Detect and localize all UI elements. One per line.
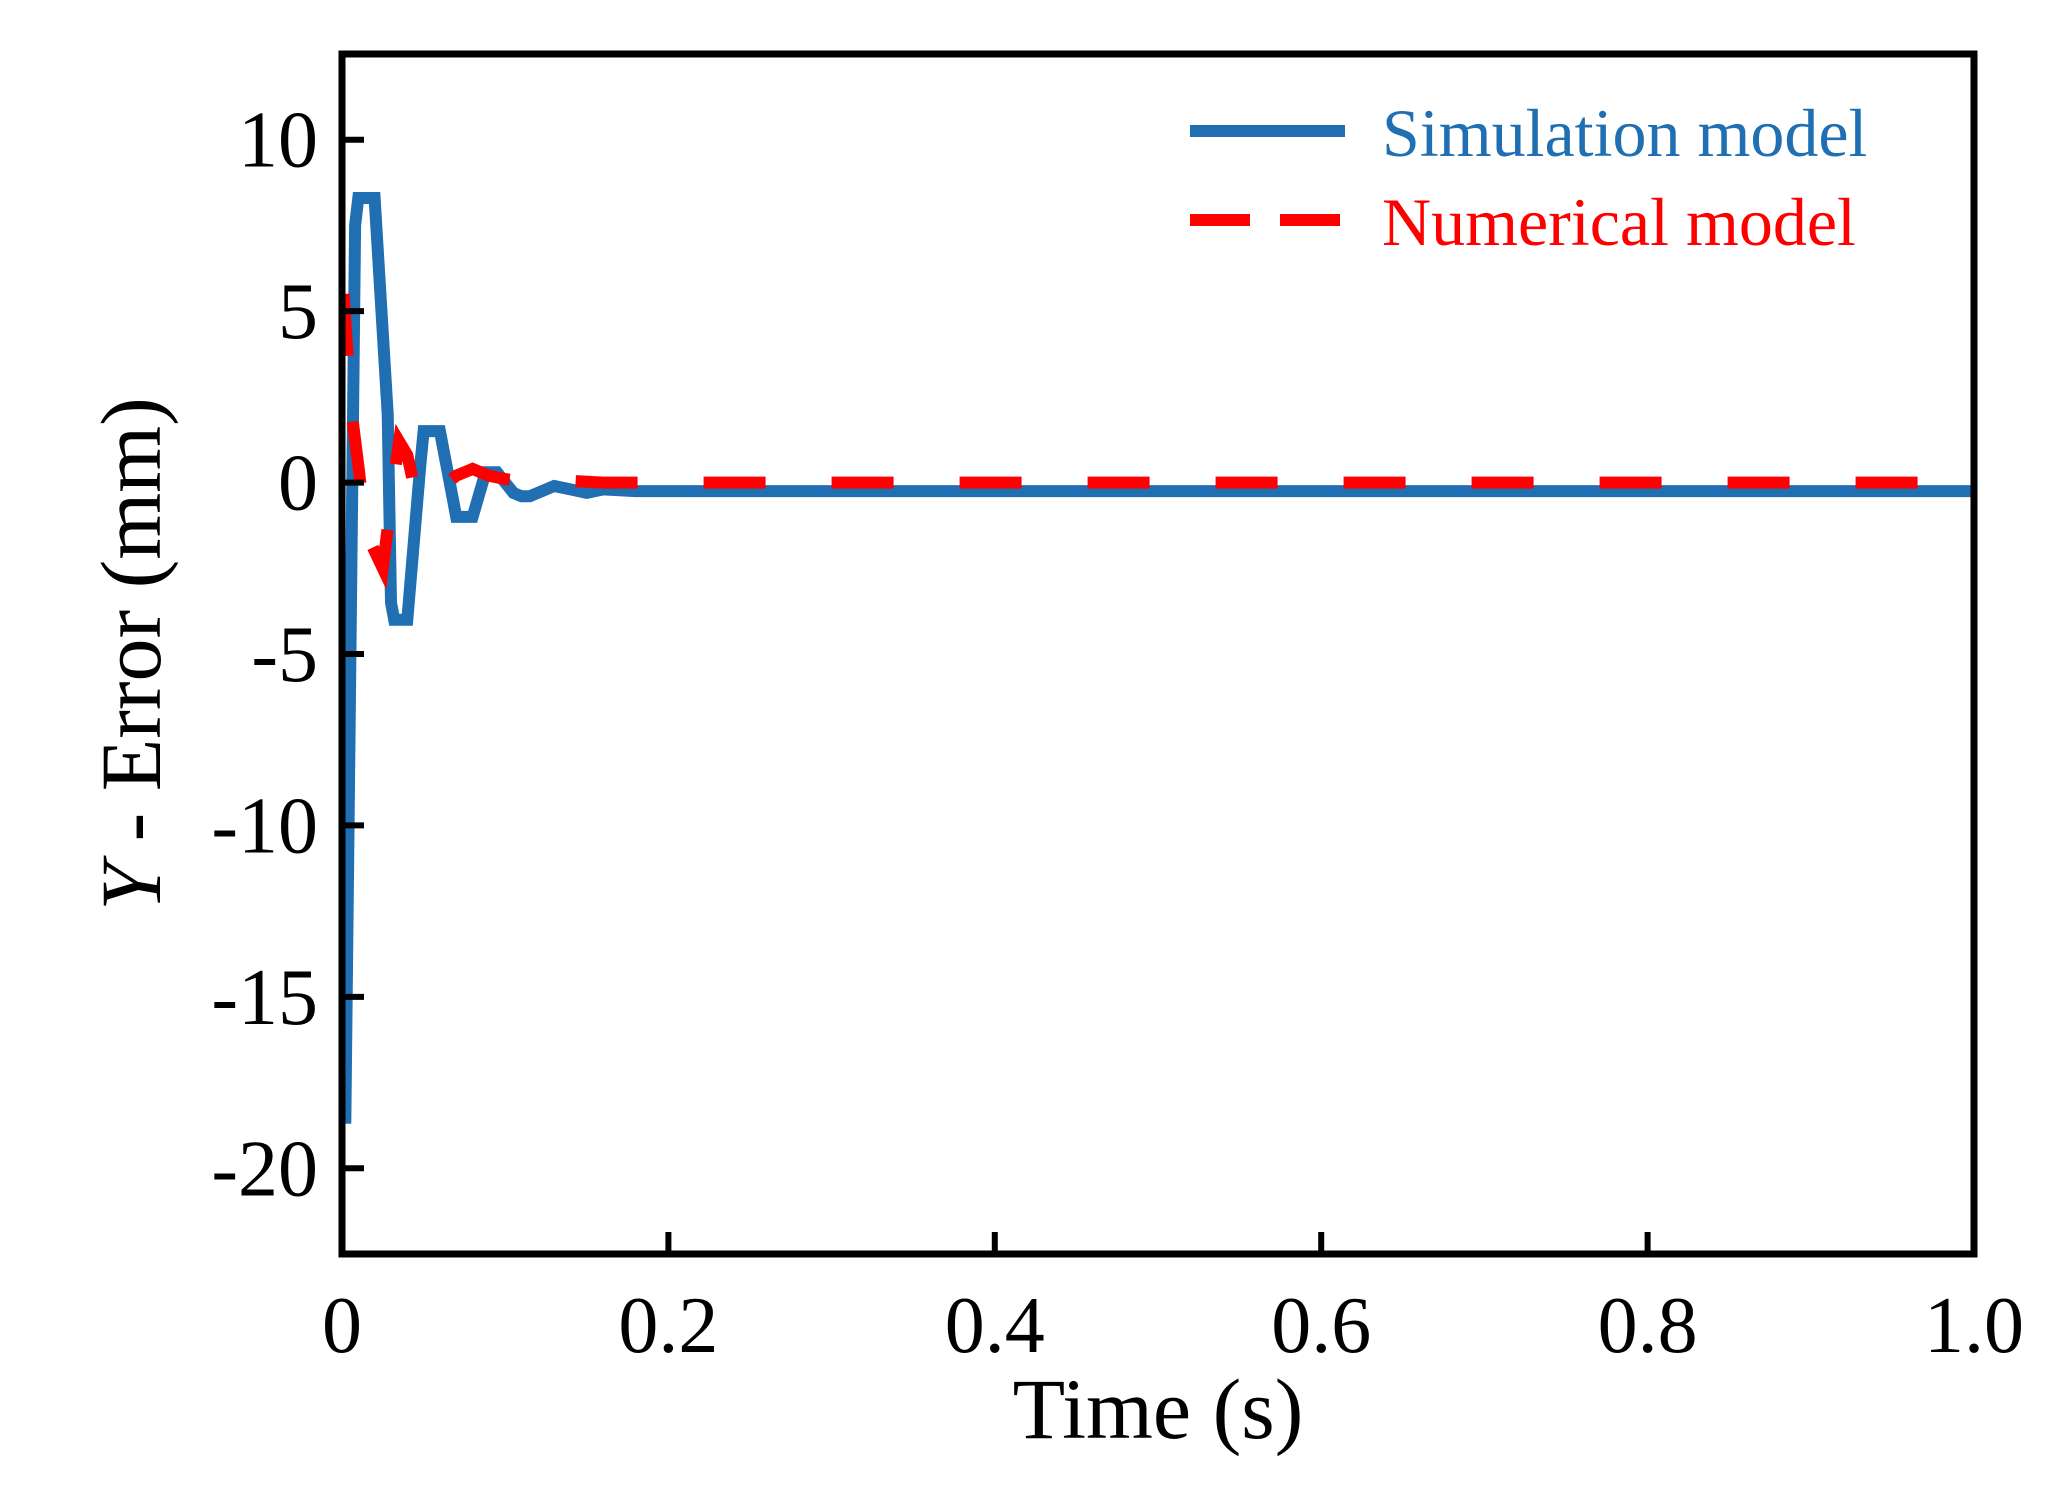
- y-axis-title: Y - Error (mm): [83, 397, 179, 911]
- x-tick-label-3: 0.6: [1271, 1282, 1371, 1370]
- x-tick-label-5: 1.0: [1924, 1282, 2024, 1370]
- x-tick-label-4: 0.8: [1598, 1282, 1698, 1370]
- y-tick-label-0: 10: [238, 97, 318, 185]
- y-tick-label-1: 5: [278, 268, 318, 356]
- x-axis-title: Time (s): [1013, 1361, 1304, 1457]
- x-tick-label-1: 0.2: [618, 1282, 718, 1370]
- legend: Simulation model Numerical model: [1190, 95, 1867, 260]
- y-tick-label-3: -5: [251, 611, 318, 699]
- legend-label-simulation: Simulation model: [1382, 95, 1867, 171]
- series-line-simulation-model: [342, 192, 1974, 1124]
- series-layer: [342, 192, 1974, 1124]
- x-tick-label-2: 0.4: [945, 1282, 1045, 1370]
- tick-labels-layer: 0 0.2 0.4 0.6 0.8 1.0 10 5 0 -5 -10 -15 -20: [211, 97, 2024, 1370]
- ticks-layer: [339, 136, 1977, 1254]
- y-tick-label-6: -20: [211, 1125, 318, 1213]
- x-tick-label-0: 0: [322, 1282, 362, 1370]
- series-line-numerical-model: [342, 293, 1974, 590]
- legend-label-numerical: Numerical model: [1382, 184, 1856, 260]
- y-axis-title-rest: - Error (mm): [83, 397, 179, 863]
- y-tick-label-5: -15: [211, 954, 318, 1042]
- y-axis-title-italic: Y: [83, 855, 179, 911]
- y-tick-label-2: 0: [278, 440, 318, 528]
- y-tick-label-4: -10: [211, 782, 318, 870]
